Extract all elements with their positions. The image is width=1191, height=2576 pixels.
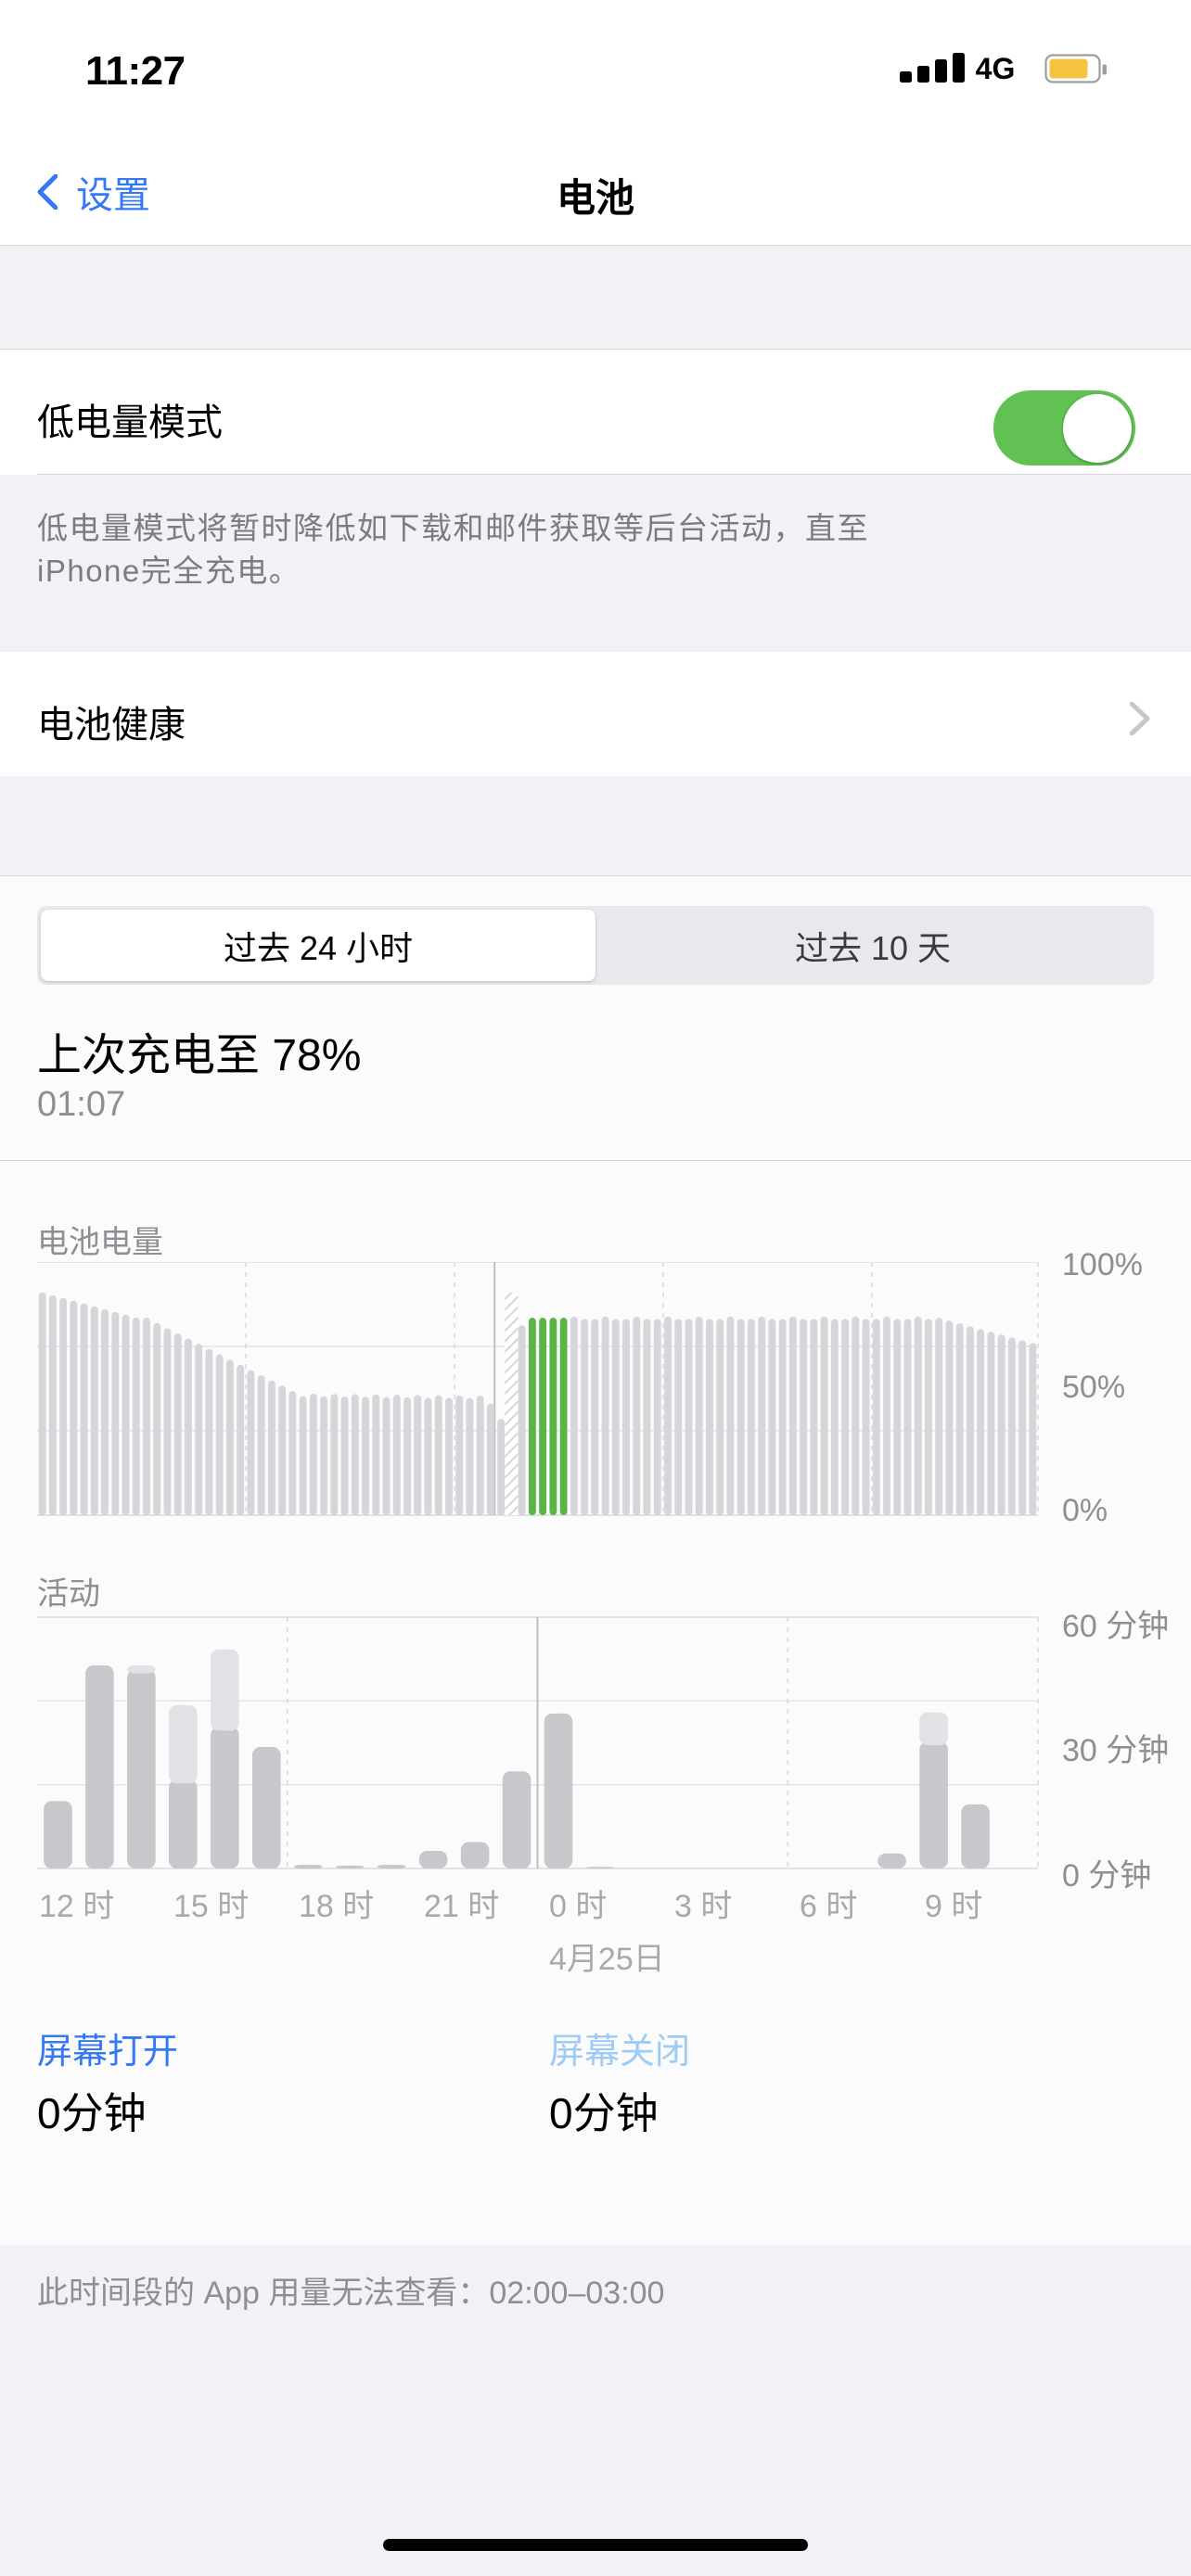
svg-text:4G: 4G (976, 52, 1016, 85)
